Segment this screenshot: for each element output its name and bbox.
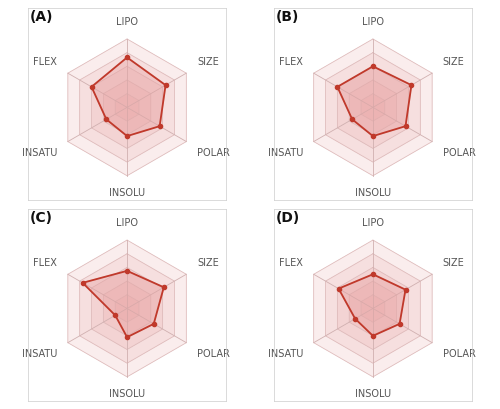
Text: (A): (A): [30, 10, 54, 24]
Polygon shape: [361, 94, 385, 121]
Text: FLEX: FLEX: [34, 258, 57, 268]
Polygon shape: [338, 267, 408, 350]
Text: FLEX: FLEX: [279, 57, 303, 67]
Polygon shape: [92, 267, 162, 350]
Text: INSOLU: INSOLU: [109, 389, 145, 399]
Polygon shape: [326, 53, 420, 162]
Polygon shape: [92, 66, 162, 148]
Text: (D): (D): [276, 211, 300, 225]
Polygon shape: [314, 39, 432, 176]
Text: INSOLU: INSOLU: [355, 389, 391, 399]
Text: SIZE: SIZE: [197, 57, 218, 67]
Polygon shape: [80, 53, 174, 162]
Polygon shape: [338, 66, 408, 148]
Polygon shape: [361, 295, 385, 322]
Polygon shape: [326, 254, 420, 363]
Polygon shape: [68, 240, 186, 377]
Polygon shape: [115, 94, 139, 121]
Polygon shape: [68, 39, 186, 176]
Text: INSOLU: INSOLU: [355, 188, 391, 198]
Text: POLAR: POLAR: [443, 349, 476, 359]
Text: SIZE: SIZE: [443, 258, 464, 268]
Polygon shape: [104, 80, 151, 135]
Text: (C): (C): [30, 211, 53, 225]
Text: POLAR: POLAR: [443, 148, 476, 158]
Text: FLEX: FLEX: [279, 258, 303, 268]
Polygon shape: [104, 281, 151, 336]
Polygon shape: [314, 240, 432, 377]
Text: INSATU: INSATU: [268, 148, 303, 158]
Text: SIZE: SIZE: [443, 57, 464, 67]
Text: SIZE: SIZE: [197, 258, 218, 268]
Polygon shape: [115, 295, 139, 322]
Text: INSATU: INSATU: [22, 148, 57, 158]
Text: LIPO: LIPO: [362, 218, 384, 228]
Text: POLAR: POLAR: [197, 148, 230, 158]
Polygon shape: [82, 271, 164, 337]
Polygon shape: [338, 274, 406, 336]
Text: INSATU: INSATU: [22, 349, 57, 359]
Text: INSATU: INSATU: [268, 349, 303, 359]
Text: LIPO: LIPO: [116, 218, 138, 228]
Polygon shape: [80, 254, 174, 363]
Polygon shape: [349, 80, 397, 135]
Polygon shape: [349, 281, 397, 336]
Text: LIPO: LIPO: [362, 17, 384, 27]
Text: FLEX: FLEX: [34, 57, 57, 67]
Polygon shape: [92, 57, 166, 136]
Text: POLAR: POLAR: [197, 349, 230, 359]
Text: INSOLU: INSOLU: [109, 188, 145, 198]
Text: (B): (B): [276, 10, 299, 24]
Polygon shape: [338, 66, 411, 136]
Text: LIPO: LIPO: [116, 17, 138, 27]
